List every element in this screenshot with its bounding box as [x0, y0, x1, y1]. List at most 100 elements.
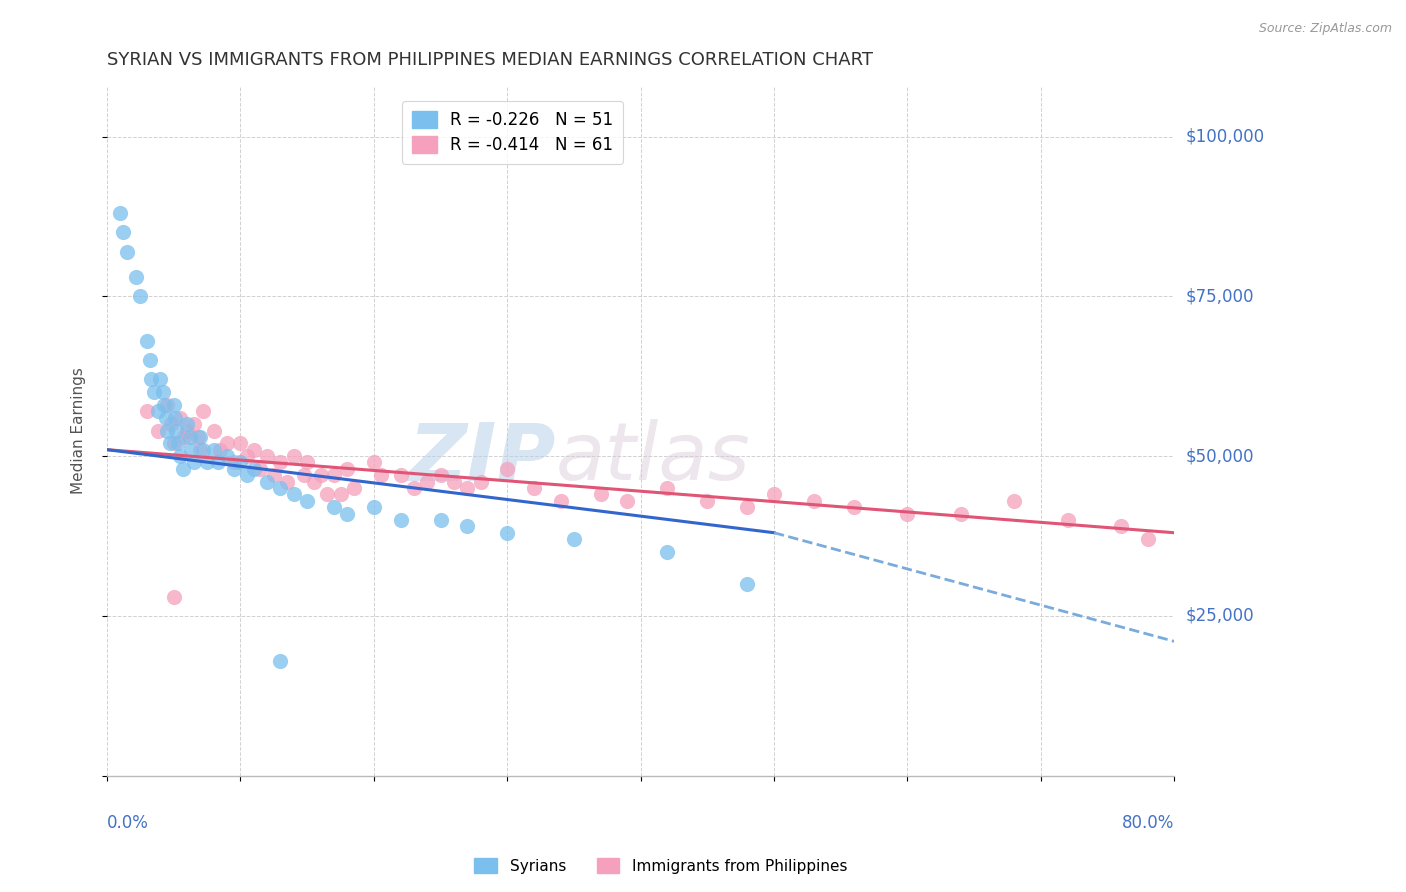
Point — [896, 507, 918, 521]
Point — [153, 398, 176, 412]
Point — [222, 455, 245, 469]
Point — [159, 436, 181, 450]
Point — [416, 475, 439, 489]
Point — [269, 455, 291, 469]
Point — [190, 430, 212, 444]
Point — [156, 398, 179, 412]
Point — [202, 442, 225, 457]
Point — [343, 481, 366, 495]
Point — [370, 468, 392, 483]
Point — [283, 487, 305, 501]
Point — [1109, 519, 1132, 533]
Point — [163, 590, 186, 604]
Point — [139, 353, 162, 368]
Point — [336, 462, 359, 476]
Point — [160, 417, 183, 431]
Point — [195, 455, 218, 469]
Point — [763, 487, 786, 501]
Point — [191, 442, 214, 457]
Point — [207, 455, 229, 469]
Point — [429, 468, 451, 483]
Point — [803, 493, 825, 508]
Y-axis label: Median Earnings: Median Earnings — [72, 368, 86, 494]
Point — [115, 244, 138, 259]
Point — [172, 462, 194, 476]
Point — [165, 410, 187, 425]
Point — [176, 424, 198, 438]
Point — [202, 424, 225, 438]
Point — [209, 442, 232, 457]
Point — [496, 462, 519, 476]
Text: $25,000: $25,000 — [1185, 607, 1254, 624]
Point — [149, 372, 172, 386]
Point — [295, 455, 318, 469]
Point — [146, 424, 169, 438]
Point — [329, 487, 352, 501]
Point — [236, 449, 259, 463]
Point — [842, 500, 865, 515]
Point — [402, 481, 425, 495]
Point — [737, 577, 759, 591]
Point — [589, 487, 612, 501]
Text: $100,000: $100,000 — [1185, 128, 1264, 145]
Text: $50,000: $50,000 — [1185, 447, 1254, 465]
Point — [136, 404, 159, 418]
Point — [363, 455, 385, 469]
Point — [429, 513, 451, 527]
Point — [156, 424, 179, 438]
Point — [363, 500, 385, 515]
Point — [139, 372, 162, 386]
Legend: R = -0.226   N = 51, R = -0.414   N = 61: R = -0.226 N = 51, R = -0.414 N = 61 — [402, 101, 623, 164]
Point — [112, 226, 135, 240]
Point — [949, 507, 972, 521]
Point — [496, 525, 519, 540]
Point — [163, 398, 186, 412]
Point — [389, 468, 412, 483]
Point — [302, 475, 325, 489]
Point — [136, 334, 159, 348]
Point — [316, 487, 339, 501]
Point — [443, 475, 465, 489]
Point — [142, 385, 165, 400]
Point — [183, 417, 205, 431]
Point — [165, 424, 187, 438]
Point — [236, 468, 259, 483]
Point — [243, 462, 266, 476]
Point — [249, 462, 271, 476]
Point — [129, 289, 152, 303]
Text: Source: ZipAtlas.com: Source: ZipAtlas.com — [1258, 22, 1392, 36]
Point — [616, 493, 638, 508]
Legend: Syrians, Immigrants from Philippines: Syrians, Immigrants from Philippines — [468, 852, 853, 880]
Point — [217, 436, 239, 450]
Point — [169, 449, 191, 463]
Point — [190, 442, 212, 457]
Point — [336, 507, 359, 521]
Point — [295, 493, 318, 508]
Point — [256, 475, 278, 489]
Point — [470, 475, 492, 489]
Point — [657, 481, 679, 495]
Point — [737, 500, 759, 515]
Point — [269, 653, 291, 667]
Point — [389, 513, 412, 527]
Point — [110, 206, 132, 220]
Point — [550, 493, 572, 508]
Point — [229, 455, 252, 469]
Point — [191, 404, 214, 418]
Text: 0.0%: 0.0% — [107, 814, 149, 832]
Point — [456, 519, 478, 533]
Text: ZIP: ZIP — [408, 419, 555, 497]
Point — [166, 436, 188, 450]
Point — [243, 442, 266, 457]
Point — [176, 417, 198, 431]
Point — [562, 532, 585, 546]
Point — [276, 475, 298, 489]
Point — [269, 481, 291, 495]
Point — [163, 436, 186, 450]
Point — [1002, 493, 1025, 508]
Point — [146, 404, 169, 418]
Point — [183, 455, 205, 469]
Point — [152, 385, 174, 400]
Point — [256, 449, 278, 463]
Point — [283, 449, 305, 463]
